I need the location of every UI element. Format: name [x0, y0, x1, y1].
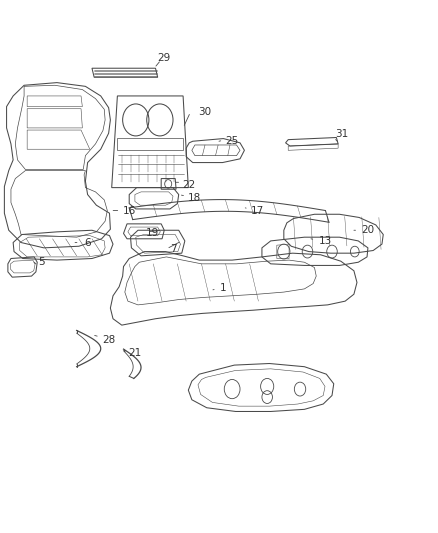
Text: 1: 1 — [220, 283, 227, 293]
Text: 5: 5 — [38, 257, 45, 267]
Text: 20: 20 — [361, 225, 374, 235]
Text: 17: 17 — [251, 206, 264, 215]
Text: 28: 28 — [102, 335, 115, 345]
Text: 7: 7 — [170, 244, 177, 254]
Text: 22: 22 — [183, 181, 196, 190]
Text: 31: 31 — [335, 130, 348, 139]
Text: 13: 13 — [318, 236, 332, 246]
Text: 18: 18 — [188, 193, 201, 203]
Text: 19: 19 — [146, 229, 159, 238]
Text: 29: 29 — [158, 53, 171, 62]
Text: 30: 30 — [198, 107, 212, 117]
Text: 25: 25 — [226, 136, 239, 146]
Text: 21: 21 — [128, 348, 141, 358]
Text: 6: 6 — [84, 238, 91, 247]
Text: 16: 16 — [123, 206, 136, 215]
